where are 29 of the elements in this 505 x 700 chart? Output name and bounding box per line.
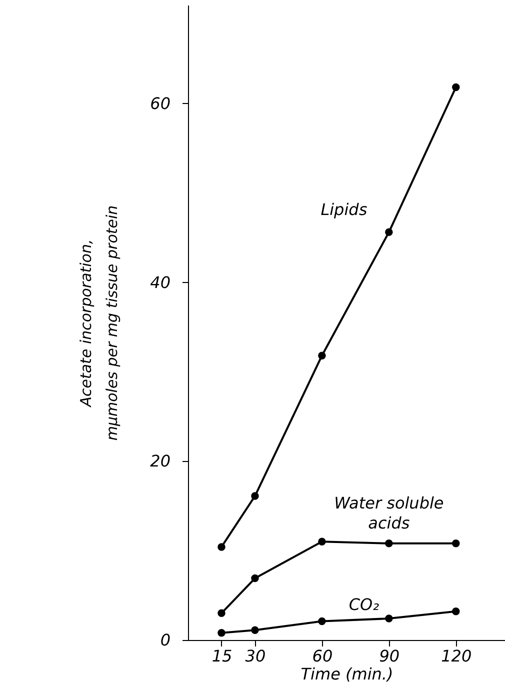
x-tick-label: 120 [441, 646, 472, 666]
y-tick-label: 0 [160, 630, 170, 650]
point [218, 543, 226, 551]
series-label: Lipids [320, 200, 368, 220]
point [218, 609, 226, 618]
point [318, 617, 326, 626]
x-axis-title: Time (min.) [300, 664, 394, 684]
point [452, 540, 460, 548]
y-axis-title: Acetate incorporation, mμmoles per mg tissue protein [77, 205, 122, 441]
x-tick-label: 60 [312, 646, 333, 666]
point [251, 492, 259, 500]
y-tick-label: 40 [150, 272, 170, 292]
point [385, 228, 393, 236]
point [385, 540, 393, 548]
point [318, 352, 326, 360]
point [251, 574, 259, 582]
series-label: Water soluble acids [334, 493, 444, 532]
point [318, 538, 326, 546]
point [218, 628, 226, 637]
point [251, 626, 259, 634]
point [452, 608, 460, 616]
y-tick-label: 20 [150, 452, 170, 471]
point [452, 83, 460, 92]
x-tick-label: 15 [212, 646, 232, 666]
series-label: CO₂ [348, 595, 380, 614]
y-tick-label: 60 [150, 94, 170, 113]
x-tick-label: 90 [379, 646, 400, 666]
point [385, 614, 393, 622]
x-tick-label: 30 [245, 646, 266, 666]
